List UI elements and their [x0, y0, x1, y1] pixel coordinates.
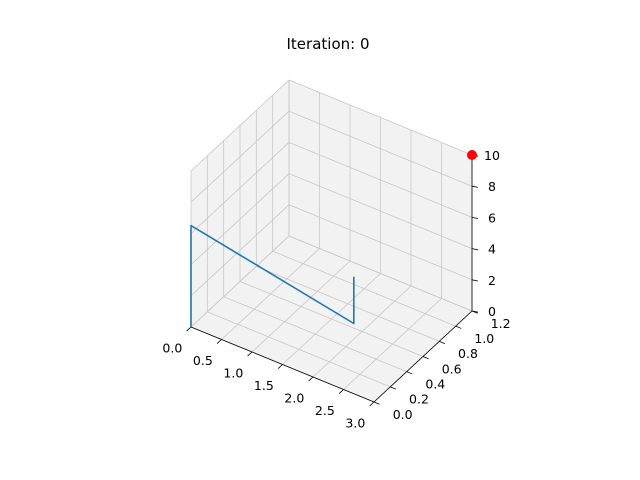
data-series	[190, 150, 477, 327]
x-tick-mark	[186, 326, 192, 332]
grid-line-z-back	[288, 173, 473, 249]
z-tick-label: 4	[488, 242, 496, 257]
x-tick-mark	[277, 364, 283, 369]
z-tick-label: 8	[488, 179, 496, 194]
grid-line-z-side	[190, 110, 290, 203]
axis-ticks: 0.00.51.01.52.02.53.00.00.20.40.60.81.01…	[162, 148, 510, 431]
x-tick-label: 3.0	[345, 416, 365, 431]
grid-line-z-side	[190, 204, 290, 297]
target-point-marker	[467, 150, 477, 160]
grid-line-y-floor	[207, 311, 391, 388]
grid-line-z-back	[288, 110, 473, 187]
x-tick-label: 1.5	[254, 378, 274, 393]
y-tick-label: 0.8	[458, 346, 478, 361]
y-tick-mark	[455, 325, 462, 329]
z-tick-mark	[471, 217, 479, 219]
x-tick-label: 2.0	[284, 391, 304, 406]
x-tick-label: 2.5	[315, 403, 335, 418]
z-tick-label: 10	[484, 148, 500, 163]
grid-line-z-back	[288, 142, 473, 218]
grid-line-z-back	[288, 79, 473, 156]
grid-line-y-floor	[239, 281, 424, 357]
grid-lines	[190, 79, 473, 403]
x-tick-mark	[247, 351, 253, 357]
y-tick-mark	[373, 401, 380, 405]
y-tick-label: 1.2	[491, 316, 511, 331]
grid-line-y-floor	[272, 250, 456, 327]
grid-line-z-side	[190, 173, 290, 265]
grid-line-y-floor	[256, 265, 440, 342]
x-tick-mark	[369, 401, 375, 407]
grid-line-z-back	[288, 204, 473, 281]
y-tick-label: 0.4	[425, 376, 445, 391]
x-tick-mark	[308, 376, 314, 382]
y-tick-label: 0.0	[393, 407, 413, 422]
x-tick-mark	[338, 389, 344, 394]
z-tick-mark	[471, 248, 479, 251]
chart-title: Iteration: 0	[287, 35, 370, 53]
y-tick-label: 0.6	[442, 361, 462, 376]
z-tick-label: 0	[488, 304, 496, 319]
y-tick-label: 0.2	[409, 392, 429, 407]
x-tick-label: 0.0	[162, 341, 182, 356]
x-tick-label: 1.0	[223, 366, 243, 381]
x-tick-label: 0.5	[193, 353, 213, 368]
grid-line-z-side	[190, 235, 290, 328]
z-tick-label: 2	[488, 273, 496, 288]
grid-line-z-back	[288, 235, 473, 312]
z-tick-mark	[471, 310, 479, 313]
y-tick-mark	[422, 356, 429, 360]
x-tick-mark	[216, 339, 222, 344]
y-tick-mark	[406, 371, 413, 375]
trajectory-line	[190, 224, 355, 327]
grid-line-y-floor	[223, 296, 407, 373]
grid-line-z-side	[190, 79, 290, 172]
z-tick-label: 6	[488, 210, 496, 225]
z-tick-mark	[471, 185, 479, 188]
y-tick-label: 1.0	[474, 331, 494, 346]
grid-line-z-side	[190, 142, 290, 234]
y-tick-mark	[439, 340, 446, 344]
z-tick-mark	[471, 279, 479, 282]
y-tick-mark	[390, 386, 397, 390]
